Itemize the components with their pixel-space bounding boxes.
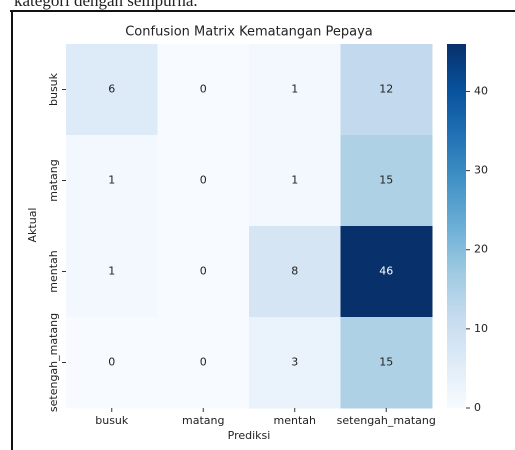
heatmap-cell — [340, 135, 433, 227]
colorbar-tick-label: 40 — [474, 84, 488, 97]
caption-fragment: kategori dengan sempurna. — [14, 0, 198, 10]
heatmap-cell — [157, 44, 250, 136]
x-tick-label: mentah — [274, 414, 317, 427]
heatmap-cell — [249, 44, 341, 136]
colorbar-tick-label: 20 — [474, 243, 488, 256]
cell-label: 1 — [108, 265, 115, 278]
x-tick-label: busuk — [95, 414, 129, 427]
y-tick-label: matang — [47, 159, 60, 201]
x-tick-label: matang — [182, 414, 224, 427]
cell-label: 15 — [379, 174, 393, 187]
cell-label: 0 — [108, 356, 115, 369]
cell-label: 46 — [379, 265, 393, 278]
cell-label: 1 — [291, 174, 298, 187]
heatmap-cell — [157, 135, 250, 227]
cell-label: 3 — [291, 356, 298, 369]
chart-title: Confusion Matrix Kematangan Pepaya — [125, 25, 373, 40]
heatmap-cell — [340, 317, 433, 409]
heatmap-cell — [340, 226, 433, 318]
colorbar-tick-label: 30 — [474, 164, 488, 177]
cell-label: 15 — [379, 356, 393, 369]
cell-label: 8 — [291, 265, 298, 278]
colorbar — [447, 44, 466, 408]
x-tick-label: setengah_matang — [337, 414, 436, 427]
cell-label: 12 — [379, 83, 393, 96]
y-tick-label: busuk — [47, 72, 60, 106]
heatmap-cell — [157, 226, 250, 318]
colorbar-tick-label: 0 — [474, 401, 481, 414]
heatmap-cell — [66, 135, 158, 227]
heatmap-cell — [249, 317, 341, 409]
heatmap-cell — [340, 44, 433, 136]
heatmap-cell — [66, 317, 158, 409]
cell-label: 0 — [200, 265, 207, 278]
y-axis-label: Aktual — [26, 208, 39, 243]
cell-label: 0 — [200, 83, 207, 96]
cell-label: 1 — [291, 83, 298, 96]
heatmap-cell — [249, 135, 341, 227]
y-tick-label: setengah_matang — [47, 313, 60, 412]
heatmap-cell — [66, 226, 158, 318]
colorbar-tick-label: 10 — [474, 322, 488, 335]
y-tick-label: mentah — [47, 250, 60, 293]
cell-label: 0 — [200, 174, 207, 187]
cell-label: 1 — [108, 174, 115, 187]
cell-label: 6 — [108, 83, 115, 96]
heatmap-cell — [157, 317, 250, 409]
cell-label: 0 — [200, 356, 207, 369]
heatmap-cell — [66, 44, 158, 136]
x-axis-label: Prediksi — [228, 429, 271, 442]
heatmap-cell — [249, 226, 341, 318]
